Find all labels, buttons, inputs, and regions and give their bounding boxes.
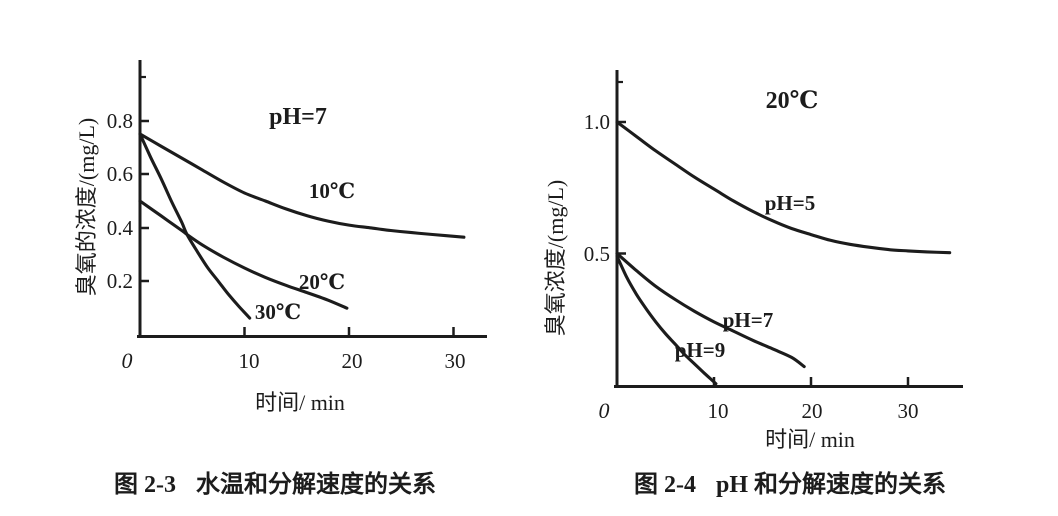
curve-30c xyxy=(138,132,252,320)
x-tick-label: 10 xyxy=(239,349,260,373)
x-tick-label: 10 xyxy=(708,399,729,423)
caption-fig-2-4: 图 2-4 pH 和分解速度的关系 xyxy=(605,464,975,499)
origin-label: 0 xyxy=(599,398,610,423)
x-tick-label: 20 xyxy=(342,349,363,373)
series-label-10c: 10℃ xyxy=(309,179,355,203)
series-label-ph7: pH=7 xyxy=(723,308,773,332)
curve-10c xyxy=(138,132,466,239)
curve-ph7 xyxy=(615,251,806,369)
caption-label: 图 2-4 xyxy=(633,472,696,498)
caption-label: 图 2-3 xyxy=(114,472,176,498)
y-tick-label: 1.0 xyxy=(584,110,610,134)
condition-annotation: pH=7 xyxy=(269,104,327,130)
x-tick-label: 20 xyxy=(802,399,823,423)
y-tick-label: 0.8 xyxy=(107,109,133,133)
y-axis-title: 臭氧浓度/(mg/L) xyxy=(543,180,568,336)
caption-title: 水温和分解速度的关系 xyxy=(196,472,436,498)
chart-water-temperature: 0.8 0.6 0.4 0.2 0 10 20 30 时间/ min 臭氧的浓度… xyxy=(74,60,487,415)
series-label-ph9: pH=9 xyxy=(675,338,725,362)
y-tick-label: 0.4 xyxy=(107,216,134,240)
x-axis-title: 时间/ min xyxy=(255,390,345,415)
condition-annotation: 20℃ xyxy=(766,88,819,114)
y-tick-label: 0.5 xyxy=(584,242,610,266)
origin-label: 0 xyxy=(122,348,133,373)
curve-ph5 xyxy=(615,120,952,255)
series-label-ph5: pH=5 xyxy=(765,191,815,215)
x-axis-title: 时间/ min xyxy=(765,427,855,452)
curve-20c xyxy=(138,199,349,310)
series-label-20c: 20℃ xyxy=(299,270,345,294)
x-tick-label: 30 xyxy=(445,349,466,373)
y-tick-label: 0.6 xyxy=(107,162,133,186)
caption-fig-2-3: 图 2-3 水温和分解速度的关系 xyxy=(85,464,465,499)
series-label-30c: 30℃ xyxy=(255,300,301,324)
chart-ph: 1.0 0.5 0 10 20 30 时间/ min 臭氧浓度/(mg/L) 2… xyxy=(543,70,963,452)
y-tick-label: 0.2 xyxy=(107,269,133,293)
y-axis-title: 臭氧的浓度/(mg/L) xyxy=(74,118,99,296)
caption-title: pH 和分解速度的关系 xyxy=(715,472,946,498)
x-tick-label: 30 xyxy=(898,399,919,423)
curve-ph9 xyxy=(615,254,718,386)
